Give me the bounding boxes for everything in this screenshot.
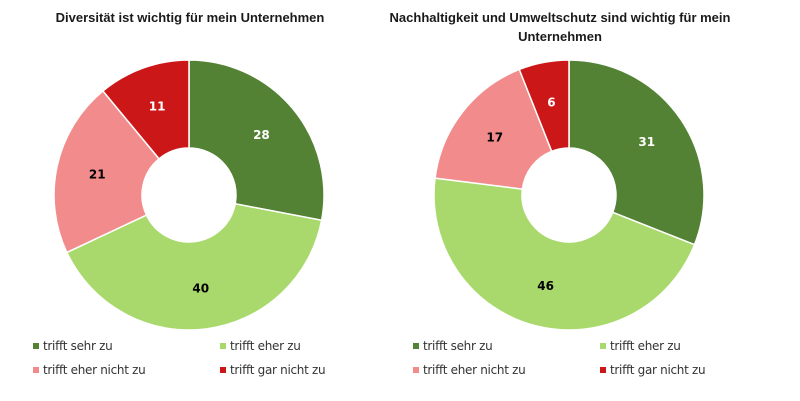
- chart-title: Nachhaltigkeit und Umweltschutz sind wic…: [389, 10, 731, 44]
- donut-slice-trifft-eher-zu: [65, 202, 323, 331]
- donut-slice-trifft-gar-nicht-zu: [518, 59, 570, 153]
- legend-label: trifft eher zu: [230, 339, 301, 353]
- legend-swatch: [33, 367, 39, 373]
- legend-swatch: [413, 367, 419, 373]
- data-label: 31: [638, 135, 655, 149]
- donut-slice-trifft-eher-nicht-zu: [434, 68, 553, 190]
- donut-slice-trifft-sehr-zu: [188, 59, 325, 222]
- legend-item-trifft-eher-zu: trifft eher zu: [600, 339, 681, 353]
- donut-slice-trifft-eher-zu: [433, 177, 696, 331]
- donut-slice-trifft-sehr-zu: [568, 59, 705, 246]
- data-label: 17: [486, 130, 503, 144]
- legend-label: trifft eher nicht zu: [43, 363, 146, 377]
- legend-swatch: [413, 343, 419, 349]
- legend-label: trifft eher nicht zu: [423, 363, 526, 377]
- legend-swatch: [33, 343, 39, 349]
- legend-swatch: [220, 367, 226, 373]
- chart-title: Diversität ist wichtig für mein Unterneh…: [55, 10, 325, 25]
- donut-svg: 31 46 17 6: [433, 59, 705, 331]
- data-label: 28: [253, 128, 270, 142]
- legend-label: trifft gar nicht zu: [230, 363, 326, 377]
- donut-svg: 28 40 21 11: [53, 59, 325, 331]
- legend-swatch: [220, 343, 226, 349]
- donut-slice-trifft-gar-nicht-zu: [101, 59, 190, 160]
- legend-item-trifft-gar-nicht-zu: trifft gar nicht zu: [600, 363, 706, 377]
- legend-label: trifft eher zu: [610, 339, 681, 353]
- data-label: 21: [89, 167, 106, 181]
- data-label: 40: [192, 281, 209, 295]
- legend-item-trifft-eher-zu: trifft eher zu: [220, 339, 301, 353]
- legend-swatch: [600, 367, 606, 373]
- data-label: 46: [537, 279, 554, 293]
- legend-item-trifft-eher-nicht-zu: trifft eher nicht zu: [413, 363, 526, 377]
- donut-slice-trifft-eher-nicht-zu: [53, 89, 161, 254]
- legend-item-trifft-gar-nicht-zu: trifft gar nicht zu: [220, 363, 326, 377]
- donut-chart-diversity: Diversität ist wichtig für mein Unterneh…: [33, 10, 326, 377]
- legend-label: trifft sehr zu: [423, 339, 493, 353]
- legend-label: trifft gar nicht zu: [610, 363, 706, 377]
- legend-item-trifft-eher-nicht-zu: trifft eher nicht zu: [33, 363, 146, 377]
- data-label: 6: [547, 96, 555, 110]
- legend-item-trifft-sehr-zu: trifft sehr zu: [33, 339, 113, 353]
- data-label: 11: [149, 100, 166, 114]
- donut-chart-sustainability: Nachhaltigkeit und Umweltschutz sind wic…: [390, 0, 800, 401]
- legend-label: trifft sehr zu: [43, 339, 113, 353]
- legend-swatch: [600, 343, 606, 349]
- legend-item-trifft-sehr-zu: trifft sehr zu: [413, 339, 493, 353]
